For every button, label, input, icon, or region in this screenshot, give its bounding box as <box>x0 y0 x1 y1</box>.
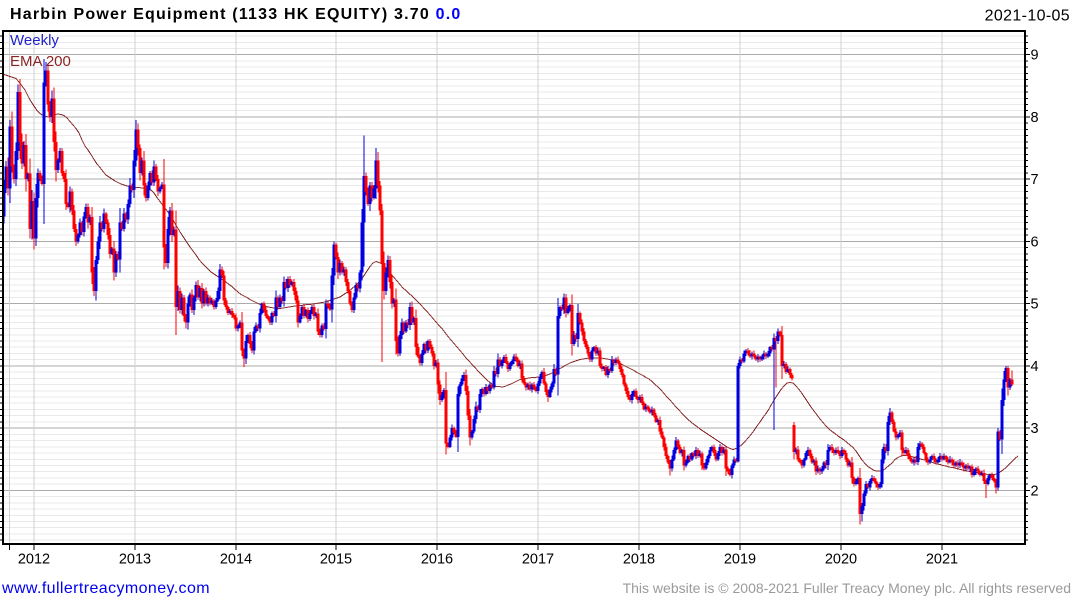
svg-text:7: 7 <box>1031 172 1039 188</box>
svg-text:2017: 2017 <box>522 552 554 568</box>
svg-text:2012: 2012 <box>18 552 50 568</box>
svg-text:2013: 2013 <box>119 552 151 568</box>
svg-text:This website is © 2008-2021 Fu: This website is © 2008-2021 Fuller Treac… <box>623 580 1071 596</box>
svg-text:3: 3 <box>1031 421 1039 437</box>
svg-text:Weekly: Weekly <box>10 32 59 49</box>
svg-text:4: 4 <box>1031 359 1039 375</box>
svg-text:2014: 2014 <box>220 552 252 568</box>
svg-text:www.fullertreacymoney.com: www.fullertreacymoney.com <box>1 580 210 597</box>
svg-text:6: 6 <box>1031 234 1039 250</box>
svg-text:Harbin Power Equipment (1133 H: Harbin Power Equipment (1133 HK EQUITY) … <box>10 6 462 23</box>
svg-text:2021: 2021 <box>926 552 958 568</box>
svg-text:2019: 2019 <box>724 552 756 568</box>
svg-text:2018: 2018 <box>623 552 655 568</box>
svg-text:EMA 200: EMA 200 <box>10 53 71 70</box>
svg-text:5: 5 <box>1031 297 1039 313</box>
svg-text:2015: 2015 <box>320 552 352 568</box>
svg-text:2016: 2016 <box>421 552 453 568</box>
svg-text:8: 8 <box>1031 110 1039 126</box>
svg-text:9: 9 <box>1031 48 1039 64</box>
svg-text:2: 2 <box>1031 483 1039 499</box>
svg-text:2021-10-05: 2021-10-05 <box>985 8 1070 25</box>
svg-text:2020: 2020 <box>825 552 857 568</box>
